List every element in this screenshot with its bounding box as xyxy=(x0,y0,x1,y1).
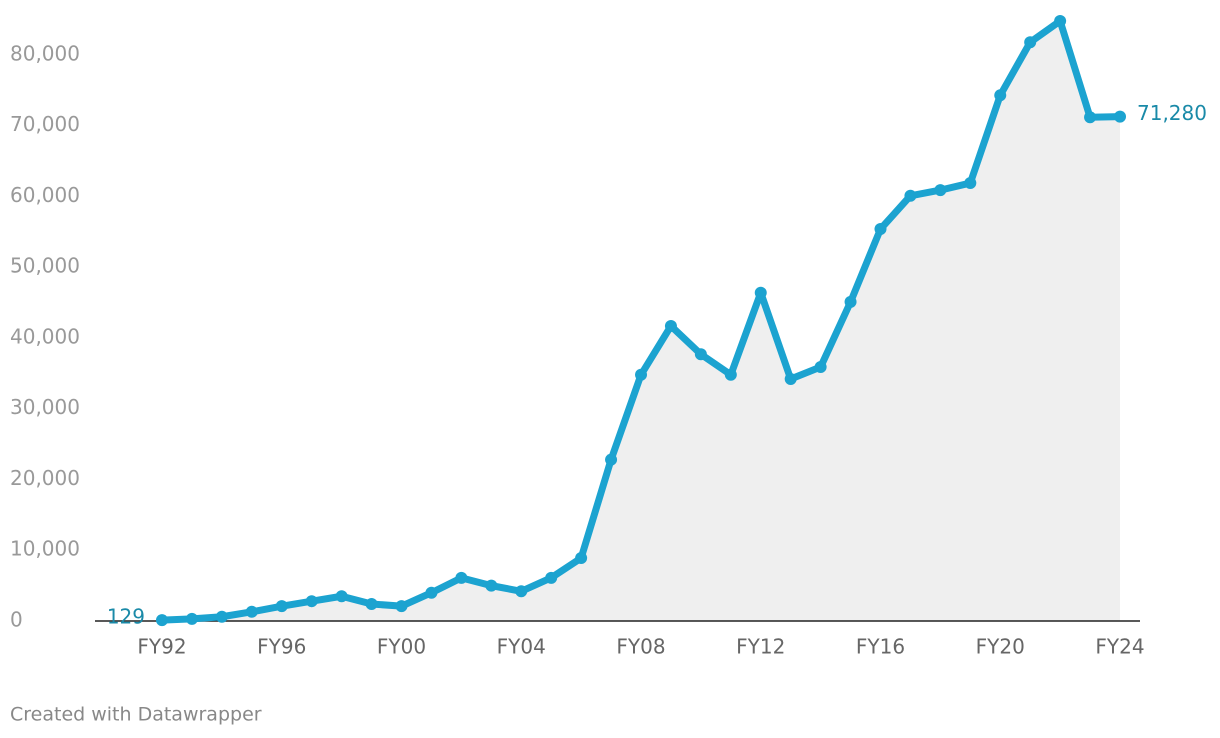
x-tick-label: FY24 xyxy=(1095,635,1144,659)
point xyxy=(395,600,408,613)
point xyxy=(934,184,947,197)
footer: Created with Datawrapper xyxy=(10,704,262,726)
point xyxy=(754,286,767,299)
point xyxy=(365,598,378,611)
y-tick-label: 0 xyxy=(10,608,23,632)
point xyxy=(305,595,318,608)
point xyxy=(605,453,618,466)
point xyxy=(215,610,228,623)
value-label: 129 xyxy=(107,605,145,629)
point xyxy=(904,189,917,202)
point xyxy=(874,223,887,236)
point xyxy=(455,571,468,584)
point xyxy=(1084,111,1097,124)
point xyxy=(844,295,857,308)
point xyxy=(1114,110,1126,123)
point xyxy=(275,600,288,613)
area xyxy=(162,21,1120,621)
point xyxy=(156,614,168,627)
point xyxy=(994,89,1007,102)
y-tick-label: 70,000 xyxy=(10,112,80,136)
x-tick-label: FY96 xyxy=(257,635,306,659)
x-tick-label: FY92 xyxy=(137,635,186,659)
point xyxy=(425,586,438,599)
y-tick-label: 80,000 xyxy=(10,41,80,65)
point xyxy=(814,360,827,373)
point xyxy=(185,612,198,625)
x-tick-label: FY20 xyxy=(976,635,1025,659)
y-tick-label: 30,000 xyxy=(10,395,80,419)
value-label: 71,280 xyxy=(1137,101,1207,125)
y-tick-label: 20,000 xyxy=(10,466,80,490)
y-tick-label: 40,000 xyxy=(10,324,80,348)
x-tick-label: FY12 xyxy=(736,635,785,659)
point xyxy=(545,571,558,584)
point xyxy=(575,552,588,565)
point xyxy=(485,579,498,592)
y-tick-label: 50,000 xyxy=(10,254,80,278)
x-tick-label: FY08 xyxy=(616,635,665,659)
point xyxy=(1054,15,1067,28)
x-tick-label: FY04 xyxy=(497,635,546,659)
x-tick-label: FY16 xyxy=(856,635,905,659)
point xyxy=(694,348,707,361)
point xyxy=(245,605,258,618)
point xyxy=(724,368,737,381)
point xyxy=(635,368,647,381)
y-tick-label: 60,000 xyxy=(10,183,80,207)
x-tick-label: FY00 xyxy=(377,635,426,659)
point xyxy=(515,585,528,598)
point xyxy=(335,590,348,603)
point xyxy=(784,373,797,386)
point xyxy=(1024,36,1037,49)
point xyxy=(664,319,677,332)
y-tick-label: 10,000 xyxy=(10,537,80,561)
point xyxy=(964,177,977,190)
